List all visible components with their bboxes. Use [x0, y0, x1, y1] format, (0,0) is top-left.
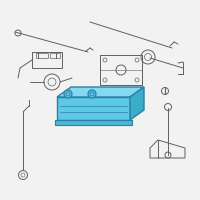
Polygon shape	[57, 97, 130, 120]
Polygon shape	[57, 87, 144, 97]
Circle shape	[88, 90, 96, 98]
Circle shape	[66, 92, 70, 96]
Polygon shape	[130, 87, 144, 120]
Circle shape	[90, 92, 94, 96]
Polygon shape	[55, 120, 132, 125]
Circle shape	[64, 90, 72, 98]
